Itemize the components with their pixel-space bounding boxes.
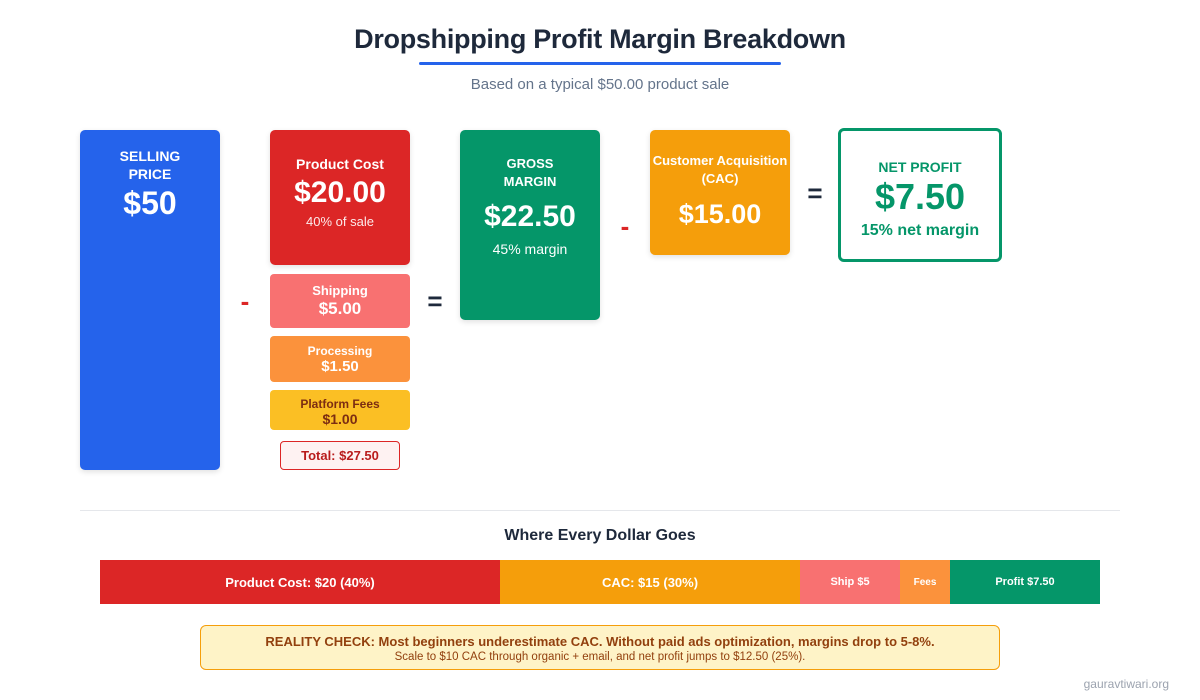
minus-operator-1: -	[240, 286, 250, 316]
platform-fees-value: $1.00	[322, 411, 358, 427]
processing-value: $1.50	[321, 358, 359, 375]
total-cost-badge: Total: $27.50	[280, 441, 400, 470]
cac-label: Customer Acquisition (CAC)	[652, 153, 788, 186]
net-profit-label: NET PROFIT	[878, 159, 962, 175]
watermark: gauravtiwari.org	[1083, 677, 1169, 691]
segment-fees: Fees	[900, 560, 950, 604]
net-profit-box: NET PROFIT $7.50 15% net margin	[838, 128, 1002, 262]
cac-value: $15.00	[678, 199, 762, 229]
segment-cac: CAC: $15 (30%)	[500, 560, 800, 604]
gross-margin-label: GROSS MARGIN	[503, 156, 557, 189]
gross-margin-box: GROSS MARGIN $22.50 45% margin	[460, 130, 600, 320]
reality-check-detail: Scale to $10 CAC through organic + email…	[394, 651, 806, 663]
dollar-breakdown-title: Where Every Dollar Goes	[504, 527, 696, 544]
selling-price-value: $50	[123, 185, 177, 221]
gross-margin-note: 45% margin	[492, 241, 568, 257]
page-subtitle: Based on a typical $50.00 product sale	[470, 76, 730, 93]
selling-price-label: SELLING PRICE	[119, 148, 181, 182]
section-divider	[80, 510, 1120, 511]
reality-check-headline: REALITY CHECK: Most beginners underestim…	[265, 634, 935, 649]
segment-profit: Profit $7.50	[950, 560, 1100, 604]
page-title: Dropshipping Profit Margin Breakdown	[354, 24, 846, 54]
equals-operator-1: =	[427, 286, 443, 316]
title-underline	[419, 62, 781, 65]
net-profit-note: 15% net margin	[860, 222, 980, 239]
processing-label: Processing	[307, 344, 373, 358]
equals-operator-2: =	[807, 178, 823, 208]
reality-check-callout: REALITY CHECK: Most beginners underestim…	[200, 625, 1000, 670]
processing-box: Processing $1.50	[270, 336, 410, 382]
platform-fees-box: Platform Fees $1.00	[270, 390, 410, 430]
segment-shipping: Ship $5	[800, 560, 900, 604]
product-cost-box: Product Cost $20.00 40% of sale	[270, 130, 410, 265]
shipping-value: $5.00	[318, 299, 362, 318]
product-cost-value: $20.00	[294, 176, 386, 209]
dollar-breakdown-bar: Product Cost: $20 (40%) CAC: $15 (30%) S…	[100, 560, 1100, 604]
platform-fees-label: Platform Fees	[300, 397, 380, 411]
selling-price-box: SELLING PRICE $50	[80, 130, 220, 470]
product-cost-note: 40% of sale	[306, 214, 374, 229]
gross-margin-value: $22.50	[484, 200, 576, 233]
segment-product-cost: Product Cost: $20 (40%)	[100, 560, 500, 604]
minus-operator-2: -	[620, 211, 630, 241]
net-profit-value: $7.50	[874, 176, 966, 217]
shipping-box: Shipping $5.00	[270, 274, 410, 328]
product-cost-label: Product Cost	[296, 156, 384, 172]
cac-box: Customer Acquisition (CAC) $15.00	[650, 130, 790, 255]
shipping-label: Shipping	[312, 283, 368, 298]
